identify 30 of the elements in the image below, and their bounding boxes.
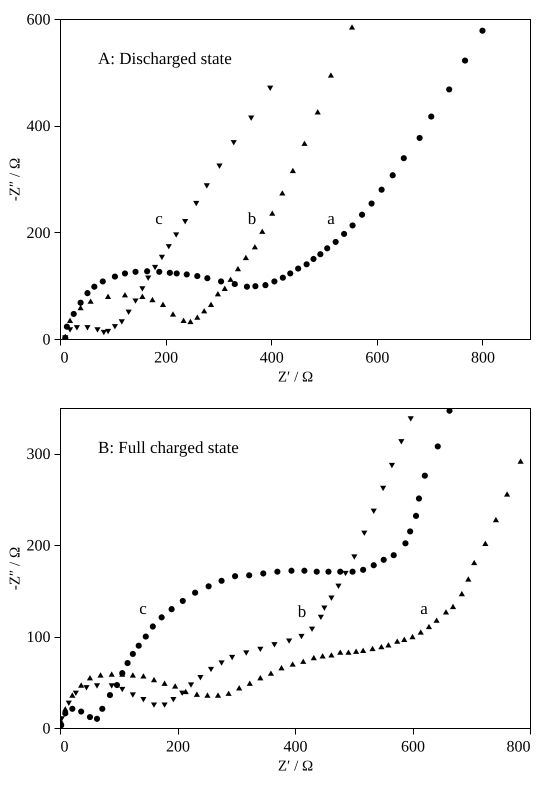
x-tick-label: 200 — [166, 738, 190, 756]
x-tick-label: 0 — [60, 738, 68, 756]
x-axis-title: Z′ / Ω — [278, 370, 314, 386]
series-label: b — [298, 602, 306, 621]
y-tick-label: 200 — [26, 224, 50, 242]
x-tick-label: 0 — [60, 350, 68, 366]
x-tick-label: 600 — [365, 350, 390, 366]
series-label: c — [155, 209, 164, 228]
y-axis-title: -Z″ / Ω — [8, 546, 24, 590]
series-label: b — [248, 209, 256, 228]
series-label: c — [139, 599, 148, 618]
x-axis-title: Z′ / Ω — [278, 758, 314, 774]
y-tick-label: 400 — [26, 118, 50, 136]
x-tick-label: 200 — [154, 350, 178, 366]
y-tick-label: 0 — [42, 720, 50, 738]
x-tick-label: 600 — [401, 738, 425, 756]
annotation: A: Discharged state — [98, 49, 232, 68]
y-tick-label: 300 — [26, 446, 50, 464]
x-tick-label: 800 — [470, 350, 495, 366]
x-tick-label: 400 — [260, 350, 284, 366]
annotation: B: Full charged state — [98, 438, 239, 457]
y-tick-label: 100 — [26, 629, 50, 646]
y-axis-title: -Z″ / Ω — [8, 158, 24, 202]
x-tick-label: 800 — [506, 738, 530, 756]
series-label: a — [420, 599, 428, 618]
x-tick-label: 400 — [284, 738, 308, 756]
series-label: a — [327, 209, 336, 228]
y-tick-label: 600 — [26, 12, 50, 28]
y-tick-label: 0 — [42, 332, 50, 348]
y-tick-label: 200 — [26, 538, 50, 555]
